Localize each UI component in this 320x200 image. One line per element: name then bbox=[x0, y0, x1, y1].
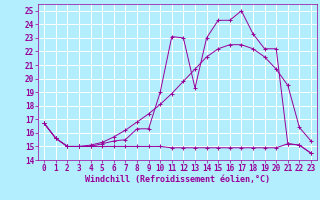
X-axis label: Windchill (Refroidissement éolien,°C): Windchill (Refroidissement éolien,°C) bbox=[85, 175, 270, 184]
